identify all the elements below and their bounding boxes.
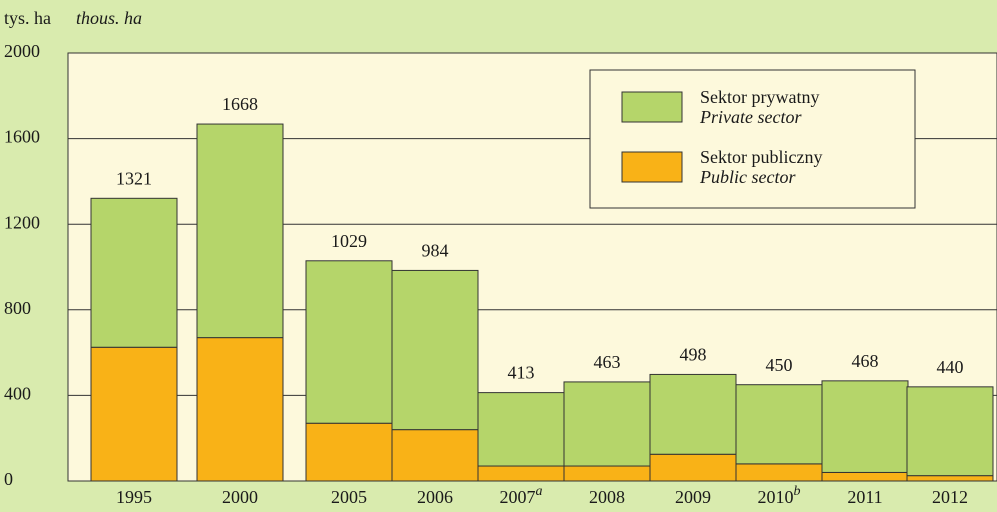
bar-segment — [735, 384, 823, 465]
x-tick-label: 2009 — [675, 487, 711, 507]
total-label: 450 — [766, 355, 793, 375]
category-note: a — [536, 484, 543, 499]
category: 2009 — [675, 487, 711, 507]
x-tick-label: 2007a — [500, 484, 543, 507]
x-tick-label: 2008 — [589, 487, 625, 507]
total-label: 1321 — [116, 168, 152, 188]
bar-segment — [821, 380, 909, 473]
category: 2006 — [417, 487, 453, 507]
legend-label-en: Public sector — [699, 167, 796, 187]
y-tick-label: 0 — [4, 469, 13, 489]
bar-segment — [477, 465, 565, 482]
total-label: 440 — [937, 357, 964, 377]
category: 2010 — [758, 487, 794, 507]
y-tick-label: 1600 — [4, 127, 40, 147]
category: 2005 — [331, 487, 367, 507]
y-label-en: thous. ha — [76, 8, 142, 28]
x-tick-label: 2005 — [331, 487, 367, 507]
x-tick-label: 2010b — [758, 484, 801, 507]
bar-segment — [563, 381, 651, 467]
total-label: 413 — [508, 363, 535, 383]
bar-segment — [563, 465, 651, 482]
legend-swatch — [621, 151, 683, 183]
bar-segment — [196, 123, 284, 339]
bar-segment — [391, 429, 479, 482]
category: 2011 — [847, 487, 882, 507]
category: 2000 — [222, 487, 258, 507]
bar-segment — [391, 269, 479, 431]
bar-segment — [735, 463, 823, 482]
bar-segment — [305, 260, 393, 424]
total-label: 984 — [422, 241, 449, 261]
total-label: 463 — [594, 352, 621, 372]
category: 2012 — [932, 487, 968, 507]
legend-label: Sektor prywatny — [700, 87, 819, 107]
bar-segment — [477, 392, 565, 467]
bar-segment — [821, 471, 909, 482]
bar-segment — [649, 373, 737, 455]
y-tick-label: 1200 — [4, 212, 40, 232]
category: 2008 — [589, 487, 625, 507]
bar-segment — [649, 453, 737, 482]
y-tick-label: 400 — [4, 384, 31, 404]
x-tick-label: 2006 — [417, 487, 453, 507]
category: 1995 — [116, 487, 152, 507]
total-label: 1668 — [222, 94, 258, 114]
category-note: b — [794, 484, 801, 499]
legend-swatch — [621, 91, 683, 123]
x-tick-label: 2000 — [222, 487, 258, 507]
bar-segment — [90, 197, 178, 348]
total-label: 1029 — [331, 231, 367, 251]
bar-segment — [196, 337, 284, 482]
y-tick-label: 800 — [4, 298, 31, 318]
category: 2007 — [500, 487, 536, 507]
legend-label: Sektor publiczny — [700, 147, 822, 167]
total-label: 468 — [852, 351, 879, 371]
legend-label-en: Private sector — [699, 107, 802, 127]
x-tick-label: 2011 — [847, 487, 882, 507]
total-label: 498 — [680, 345, 707, 365]
x-tick-label: 2012 — [932, 487, 968, 507]
x-tick-label: 1995 — [116, 487, 152, 507]
bar-segment — [906, 475, 994, 482]
bar-segment — [305, 422, 393, 482]
y-label: tys. ha — [4, 8, 51, 28]
y-tick-label: 2000 — [4, 41, 40, 61]
bar-segment — [90, 346, 178, 482]
bar-segment — [906, 386, 994, 477]
